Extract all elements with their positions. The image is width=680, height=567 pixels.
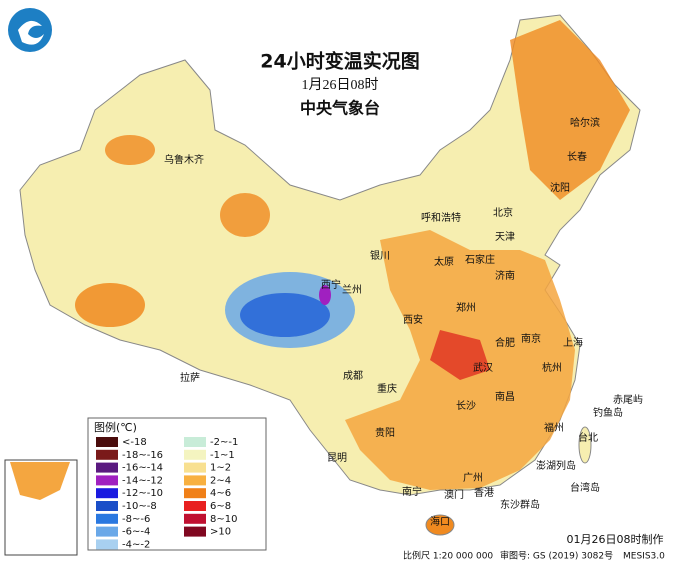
city-label: 乌鲁木齐 [164,153,204,166]
legend: 图例(℃) <-18 -18~-16 -16~-14-14~-12 -12~-10 -1… [87,417,267,551]
legend-swatch [96,539,118,550]
legend-label: -12~-10 [122,488,163,499]
city-label: 长春 [567,151,587,163]
legend-label: -8~-6 [122,514,150,525]
city-label: 太原 [434,255,454,268]
city-label: 南昌 [495,390,515,403]
warming-area [75,283,145,327]
city-label: 贵阳 [375,426,395,439]
legend-label: 8~10 [210,514,237,525]
legend-label: 6~8 [210,501,231,512]
legend-label: -10~-8 [122,501,157,512]
logo-circle [8,8,52,52]
legend-swatch [96,475,118,486]
city-label: 昆明 [327,452,347,464]
china-map [19,14,641,536]
title: 24小时变温实况图 [260,50,419,73]
legend-label: -16~-14 [122,463,163,474]
legend-label: >10 [210,527,231,538]
city-label: 台北 [578,431,598,444]
city-label: 南宁 [402,485,422,498]
city-label: 合肥 [495,336,515,349]
city-label: 重庆 [377,382,397,395]
legend-swatch [96,501,118,511]
legend-label: -4~-2 [122,539,150,550]
legend-label: 2~4 [210,475,231,486]
city-label: 澎湖列岛 [536,459,576,472]
city-label: 哈尔滨 [570,116,600,129]
city-label: 兰州 [342,283,362,296]
city-label: 台湾岛 [570,481,600,494]
city-label: 澳门 [444,488,464,501]
cooling-core [240,293,330,337]
city-label: 海口 [430,515,450,528]
city-label: 沈阳 [550,181,570,194]
legend-title: 图例(℃) [94,420,137,434]
city-label: 长沙 [456,400,476,412]
city-label: 上海 [563,336,583,349]
legend-swatch [184,488,206,499]
city-label: 钓鱼岛 [593,406,623,419]
legend-swatch [184,526,206,537]
legend-swatch [96,526,118,537]
legend-swatch [184,501,206,511]
inset-map [4,459,78,556]
inset-land [10,462,70,500]
taiwan [578,426,592,464]
legend-swatch [96,488,118,499]
cooling-peak [319,285,331,305]
city-label: 南京 [521,332,541,345]
legend-swatch [96,449,118,460]
city-label: 北京 [493,206,513,219]
legend-swatch [184,437,206,447]
made-time: 01月26日08时制作 [567,533,664,546]
city-label: 成都 [343,370,363,382]
legend-label: -2~-1 [210,437,238,448]
city-label: 东沙群岛 [500,498,540,511]
city-label: 武汉 [473,361,493,374]
city-label: 赤尾屿 [613,394,643,406]
warming-area [510,20,630,200]
city-label: 广州 [463,472,483,484]
city-label: 杭州 [542,361,562,374]
logo-mark [18,20,44,45]
legend-label: 1~2 [210,463,231,474]
legend-label: <-18 [122,437,147,448]
legend-swatch [184,449,206,460]
city-label: 郑州 [456,301,476,314]
legend-swatch [184,462,206,473]
city-label: 拉萨 [180,371,200,384]
publisher: 中央气象台 [300,99,380,118]
system: MESIS3.0 [623,552,665,562]
subtitle: 1月26日08时 [302,77,379,93]
warming-area [220,193,270,237]
hainan [425,514,455,536]
legend-label: -1~1 [210,450,235,461]
city-label: 福州 [544,421,564,434]
scale: 比例尺 1:20 000 000 [403,550,493,562]
legend-swatch [184,513,206,524]
city-label: 天津 [495,231,515,243]
legend-label: -6~-4 [122,527,150,538]
city-label: 西宁 [321,278,341,291]
legend-label: -18~-16 [122,450,163,461]
city-label: 济南 [495,269,515,282]
legend-swatch [184,475,206,486]
city-label: 呼和浩特 [421,212,461,224]
warming-area [105,135,155,165]
city-label: 银川 [370,249,390,262]
legend-swatch [96,513,118,524]
logo [8,8,52,52]
approval: 审图号: GS (2019) 3082号 [500,550,613,562]
warming-core [430,330,490,380]
city-label: 石家庄 [465,253,495,266]
legend-label: -14~-12 [122,475,163,486]
legend-swatch [96,462,118,473]
city-label: 西安 [403,313,423,326]
legend-label: 4~6 [210,488,231,499]
city-label: 香港 [474,487,494,499]
legend-swatch [96,437,118,447]
